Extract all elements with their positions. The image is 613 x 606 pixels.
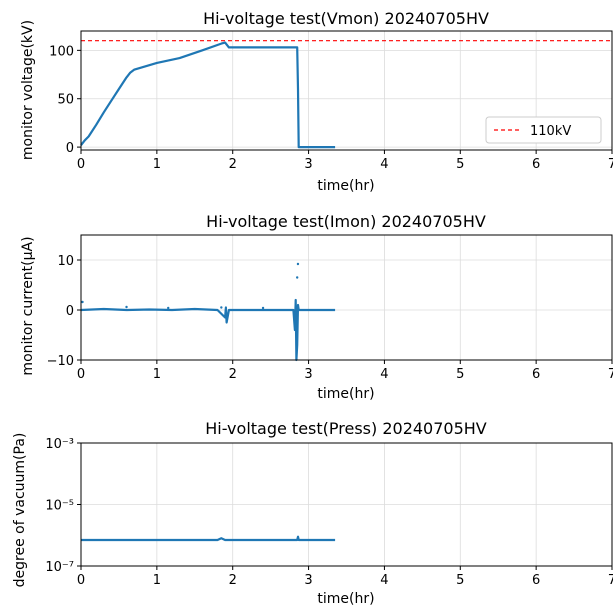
pressure-chart-title: Hi-voltage test(Press) 20240705HV [205, 419, 487, 438]
current-series [80, 262, 336, 362]
series-line [81, 535, 336, 542]
y-tick-label: 10⁻⁵ [45, 499, 74, 514]
x-tick-label: 4 [380, 367, 388, 382]
y-tick-label: −10 [47, 354, 74, 369]
x-tick-label: 3 [304, 573, 312, 588]
x-tick-label: 6 [532, 367, 540, 382]
y-tick-label: 10 [57, 254, 74, 269]
current-x-ticks: 0 1 2 3 4 5 6 7 [77, 360, 613, 382]
voltage-x-ticks: 0 1 2 3 4 5 6 7 [77, 150, 613, 172]
pressure-x-ticks: 0 1 2 3 4 5 6 7 [77, 566, 613, 588]
x-tick-label: 2 [229, 573, 237, 588]
pressure-y-axis-label: degree of vacuum(Pa) [12, 433, 28, 588]
x-tick-label: 5 [456, 157, 464, 172]
current-panel: Hi-voltage test(Imon) 20240705HV 0 1 2 3 4 5 6… [20, 212, 613, 402]
pressure-x-axis-label: time(hr) [317, 591, 374, 606]
x-tick-label: 3 [304, 157, 312, 172]
x-tick-label: 5 [456, 573, 464, 588]
voltage-panel: Hi-voltage test(Vmon) 20240705HV 0 1 2 3 4 5 6… [20, 9, 613, 194]
data-point [296, 262, 300, 266]
series-line [80, 298, 336, 362]
x-tick-label: 7 [608, 157, 613, 172]
x-tick-label: 4 [380, 573, 388, 588]
y-tick-label: 0 [66, 141, 74, 156]
voltage-y-ticks: 0 50 100 [49, 44, 81, 156]
data-point [81, 300, 84, 304]
pressure-grid [80, 442, 613, 567]
y-tick-label: 10⁻³ [45, 437, 74, 452]
x-tick-label: 4 [380, 157, 388, 172]
current-chart-title: Hi-voltage test(Imon) 20240705HV [206, 212, 486, 231]
voltage-grid [80, 31, 613, 150]
series-line [80, 41, 336, 149]
x-tick-label: 6 [532, 573, 540, 588]
voltage-legend: 110kV [485, 116, 602, 144]
voltage-x-axis-label: time(hr) [317, 178, 374, 194]
x-tick-label: 5 [456, 367, 464, 382]
voltage-plot-frame [80, 30, 613, 151]
current-plot-frame [80, 234, 613, 361]
x-tick-label: 0 [77, 157, 85, 172]
x-tick-label: 0 [77, 367, 85, 382]
x-tick-label: 6 [532, 157, 540, 172]
x-tick-label: 2 [229, 157, 237, 172]
current-y-axis-label: monitor current(μA) [20, 236, 36, 375]
legend-box [485, 116, 602, 144]
x-tick-label: 7 [608, 367, 613, 382]
x-tick-label: 0 [77, 573, 85, 588]
data-point [261, 306, 265, 310]
y-tick-label: 10⁻⁷ [45, 560, 74, 575]
legend-label-110kv: 110kV [530, 124, 571, 139]
pressure-series [81, 535, 336, 542]
pressure-y-ticks: 10⁻³ 10⁻⁵ 10⁻⁷ [45, 437, 81, 575]
x-tick-label: 1 [153, 573, 161, 588]
current-x-axis-label: time(hr) [317, 386, 374, 402]
current-grid [80, 235, 613, 361]
voltage-chart-title: Hi-voltage test(Vmon) 20240705HV [203, 9, 489, 28]
x-tick-label: 1 [153, 157, 161, 172]
x-tick-label: 2 [229, 367, 237, 382]
x-tick-label: 1 [153, 367, 161, 382]
y-tick-label: 50 [57, 93, 74, 108]
y-tick-label: 100 [49, 44, 74, 59]
pressure-panel: Hi-voltage test(Press) 20240705HV 0 1 2 3 4 5… [12, 419, 613, 606]
data-point [125, 305, 128, 309]
current-y-ticks: −10 0 10 [47, 254, 81, 369]
data-point [295, 276, 299, 279]
data-point [167, 306, 170, 310]
voltage-series [80, 40, 612, 149]
y-tick-label: 0 [66, 304, 74, 319]
data-point [220, 306, 223, 309]
voltage-y-axis-label: monitor voltage(kV) [20, 20, 36, 160]
x-tick-label: 3 [304, 367, 312, 382]
x-tick-label: 7 [608, 573, 613, 588]
